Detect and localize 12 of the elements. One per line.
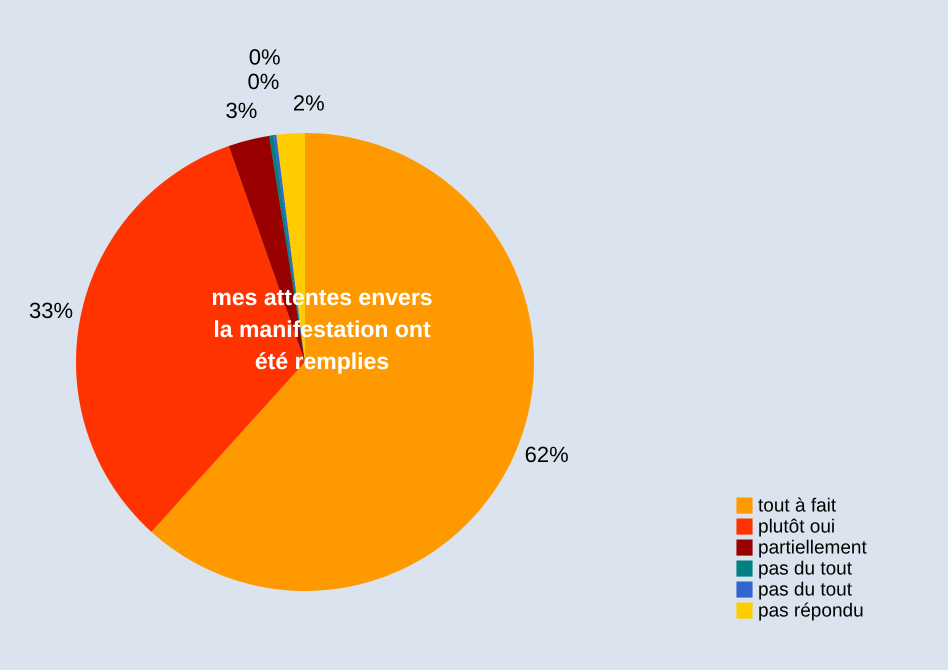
data-label: 33% bbox=[29, 298, 74, 324]
legend-label: pas du tout bbox=[758, 580, 853, 600]
legend-label: pas du tout bbox=[758, 558, 853, 580]
legend-label: plutôt oui bbox=[758, 516, 836, 538]
data-label: 2% bbox=[292, 90, 325, 116]
legend-label: tout à fait bbox=[758, 496, 837, 516]
data-label: 0% bbox=[248, 44, 281, 70]
data-label: 0% bbox=[247, 69, 280, 94]
legend-label: partiellement bbox=[758, 538, 868, 558]
data-label: 3% bbox=[225, 98, 258, 123]
legend-label: pas répondu bbox=[758, 600, 864, 622]
data-label: 62% bbox=[524, 442, 569, 468]
